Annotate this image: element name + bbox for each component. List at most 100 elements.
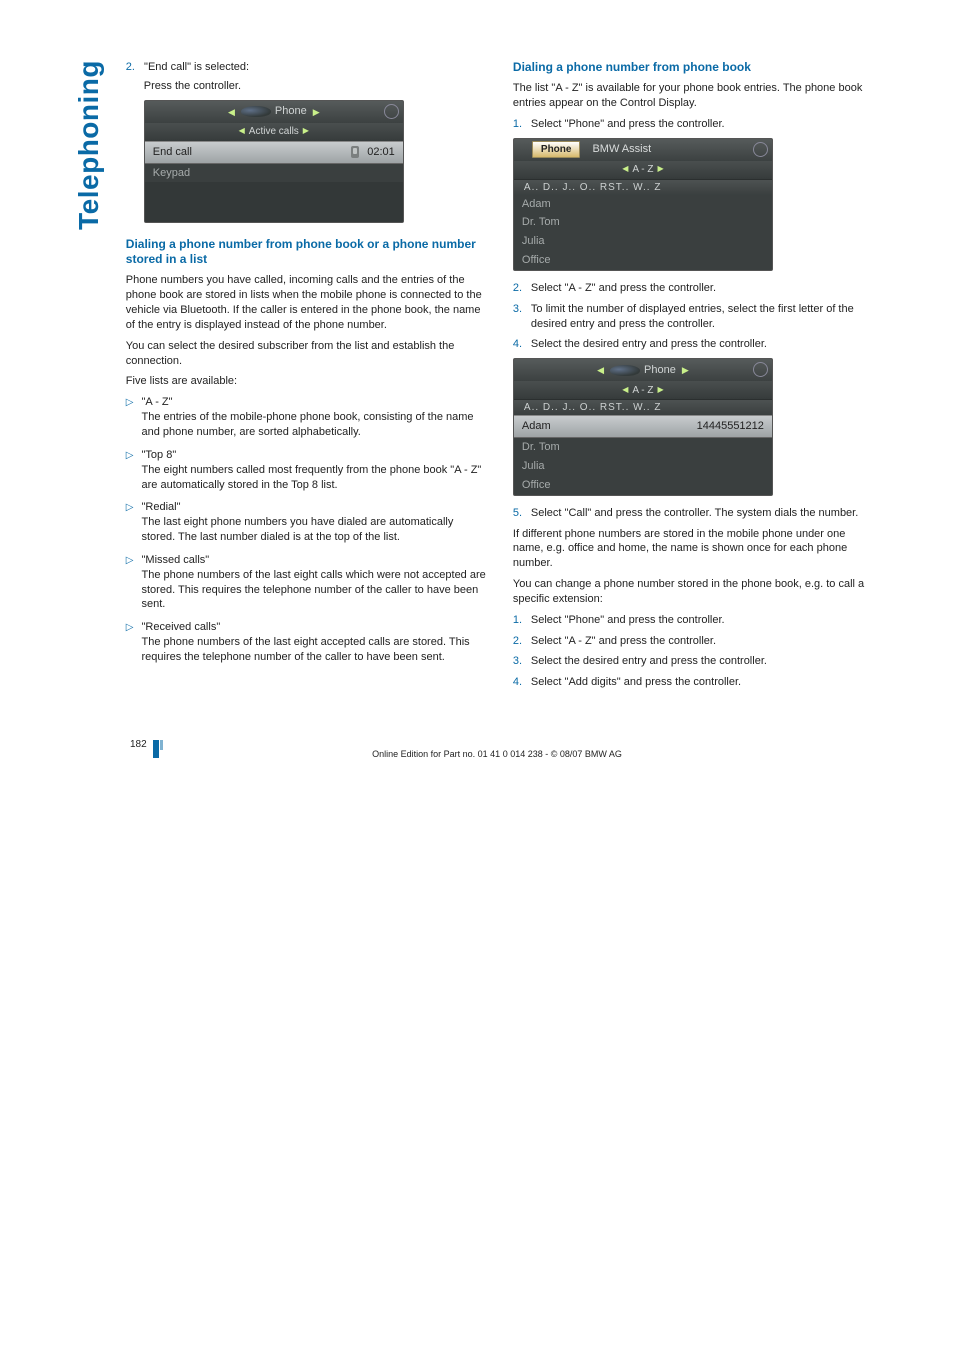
step-item: 1.Select "Phone" and press the controlle… xyxy=(513,117,874,132)
selected-entry-number: 14445551212 xyxy=(697,419,764,434)
step-text: To limit the number of displayed entries… xyxy=(531,302,874,332)
steps-list-4: 1.Select "Phone" and press the controlle… xyxy=(513,613,874,690)
list-body: The phone numbers of the last eight acce… xyxy=(142,636,470,663)
arrow-right-icon: ▶ xyxy=(657,164,663,175)
step-text: Select the desired entry and press the c… xyxy=(531,337,874,352)
header-label: Phone xyxy=(275,104,307,119)
step-number: 2. xyxy=(513,634,531,649)
subheading-dial-from-book: Dialing a phone number from phone book xyxy=(513,60,874,75)
nav-circle-icon xyxy=(753,142,768,157)
header-label: Phone xyxy=(644,363,676,378)
step-text: "End call" is selected: xyxy=(144,61,249,73)
alpha-index: A.. D.. J.. O.. RST.. W.. Z xyxy=(514,179,772,195)
paragraph: You can change a phone number stored in … xyxy=(513,577,874,607)
footer-bar-icon xyxy=(153,740,159,758)
list-row: Julia xyxy=(514,232,772,251)
sub-label: A - Z xyxy=(632,384,653,398)
list-title: "A - Z" xyxy=(142,396,173,408)
triangle-bullet-icon: ▷ xyxy=(126,553,134,612)
list-body: The last eight phone numbers you have di… xyxy=(142,516,454,543)
list-body: The eight numbers called most frequently… xyxy=(142,464,482,491)
list-row: Dr. Tom xyxy=(514,438,772,457)
step-number: 1. xyxy=(513,613,531,628)
steps-list-1: 1.Select "Phone" and press the controlle… xyxy=(513,117,874,132)
list-title: "Redial" xyxy=(142,501,181,513)
subheading-dial-from-list: Dialing a phone number from phone book o… xyxy=(126,237,487,267)
bmw-roundel-icon xyxy=(241,106,271,117)
arrow-right-icon: ▶ xyxy=(303,126,309,137)
paragraph: If different phone numbers are stored in… xyxy=(513,527,874,572)
tab-bmw-assist: BMW Assist xyxy=(592,142,651,157)
list-row: Dr. Tom xyxy=(514,213,772,232)
paragraph: You can select the desired subscriber fr… xyxy=(126,339,487,369)
list-item: ▷ "Redial" The last eight phone numbers yo… xyxy=(126,500,487,545)
footer-edition-line: Online Edition for Part no. 01 41 0 014 … xyxy=(120,748,874,760)
step-item: 2.Select "A - Z" and press the controlle… xyxy=(513,634,874,649)
step-text: Select "Call" and press the controller. … xyxy=(531,506,874,521)
triangle-bullet-icon: ▷ xyxy=(126,395,134,440)
step-2: 2. "End call" is selected: xyxy=(126,60,487,75)
list-row: Julia xyxy=(514,457,772,476)
left-column: 2. "End call" is selected: Press the con… xyxy=(126,60,487,696)
triangle-bullet-icon: ▷ xyxy=(126,448,134,493)
step-number: 3. xyxy=(513,302,531,332)
idrive-screenshot-entry-selected: ◀ Phone ▶ ◀ A - Z ▶ A.. D.. J.. O.. RST.… xyxy=(513,358,773,495)
step-text: Select "A - Z" and press the controller. xyxy=(531,634,874,649)
list-title: "Missed calls" xyxy=(142,554,210,566)
step-text: Select "A - Z" and press the controller. xyxy=(531,281,874,296)
selected-row-label: End call xyxy=(153,145,192,160)
step-text: Select "Phone" and press the controller. xyxy=(531,613,874,628)
list-item: ▷ "Received calls" The phone numbers of th… xyxy=(126,620,487,665)
arrow-left-icon: ◀ xyxy=(228,106,235,118)
step-number: 1. xyxy=(513,117,531,132)
list-row: Adam xyxy=(514,195,772,214)
list-item: ▷ "A - Z" The entries of the mobile-phone … xyxy=(126,395,487,440)
step-item: 3.Select the desired entry and press the… xyxy=(513,654,874,669)
paragraph: Five lists are available: xyxy=(126,374,487,389)
step-number: 4. xyxy=(513,337,531,352)
paragraph: The list "A - Z" is available for your p… xyxy=(513,81,874,111)
list-title: "Top 8" xyxy=(142,449,177,461)
alpha-index: A.. D.. J.. O.. RST.. W.. Z xyxy=(514,399,772,415)
step-item: 4.Select the desired entry and press the… xyxy=(513,337,874,352)
selected-entry-name: Adam xyxy=(522,419,551,434)
section-tab: Telephoning xyxy=(70,60,108,234)
step-text: Select "Phone" and press the controller. xyxy=(531,117,874,132)
step-item: 2.Select "A - Z" and press the controlle… xyxy=(513,281,874,296)
list-item: ▷ "Missed calls" The phone numbers of the … xyxy=(126,553,487,612)
list-body: The phone numbers of the last eight call… xyxy=(142,569,486,611)
bmw-roundel-icon xyxy=(610,365,640,376)
list-row: Office xyxy=(514,251,772,270)
idrive-screenshot-phonebook: Phone BMW Assist ◀ A - Z ▶ A.. D.. J.. O… xyxy=(513,138,773,271)
paragraph: Phone numbers you have called, incoming … xyxy=(126,273,487,332)
call-duration: 02:01 xyxy=(367,145,395,160)
steps-list-2: 2.Select "A - Z" and press the controlle… xyxy=(513,281,874,352)
tab-phone: Phone xyxy=(532,141,581,159)
arrow-left-icon: ◀ xyxy=(622,164,628,175)
step-number: 4. xyxy=(513,675,531,690)
page-number: 182 xyxy=(130,738,147,752)
list-item: ▷ "Top 8" The eight numbers called most fr… xyxy=(126,448,487,493)
arrow-right-icon: ▶ xyxy=(657,385,663,396)
triangle-bullet-icon: ▷ xyxy=(126,500,134,545)
list-title: "Received calls" xyxy=(142,621,221,633)
nav-circle-icon xyxy=(753,362,768,377)
list-row: Office xyxy=(514,476,772,495)
arrow-right-icon: ▶ xyxy=(313,106,320,118)
phone-handset-icon xyxy=(351,146,359,158)
list-body: The entries of the mobile-phone phone bo… xyxy=(142,411,474,438)
arrow-left-icon: ◀ xyxy=(597,364,604,376)
five-lists: ▷ "A - Z" The entries of the mobile-phone … xyxy=(126,395,487,665)
step-number: 2. xyxy=(513,281,531,296)
step-text: Select "Add digits" and press the contro… xyxy=(531,675,874,690)
step-item: 1.Select "Phone" and press the controlle… xyxy=(513,613,874,628)
triangle-bullet-icon: ▷ xyxy=(126,620,134,665)
step-number: 5. xyxy=(513,506,531,521)
sub-label: A - Z xyxy=(632,163,653,177)
step-text: Select the desired entry and press the c… xyxy=(531,654,874,669)
step-item: 3.To limit the number of displayed entri… xyxy=(513,302,874,332)
right-column: Dialing a phone number from phone book T… xyxy=(513,60,874,696)
row-keypad: Keypad xyxy=(153,166,190,181)
nav-circle-icon xyxy=(384,104,399,119)
idrive-screenshot-end-call: ◀ Phone ▶ ◀ Active calls ▶ End call 02:0… xyxy=(144,100,404,224)
